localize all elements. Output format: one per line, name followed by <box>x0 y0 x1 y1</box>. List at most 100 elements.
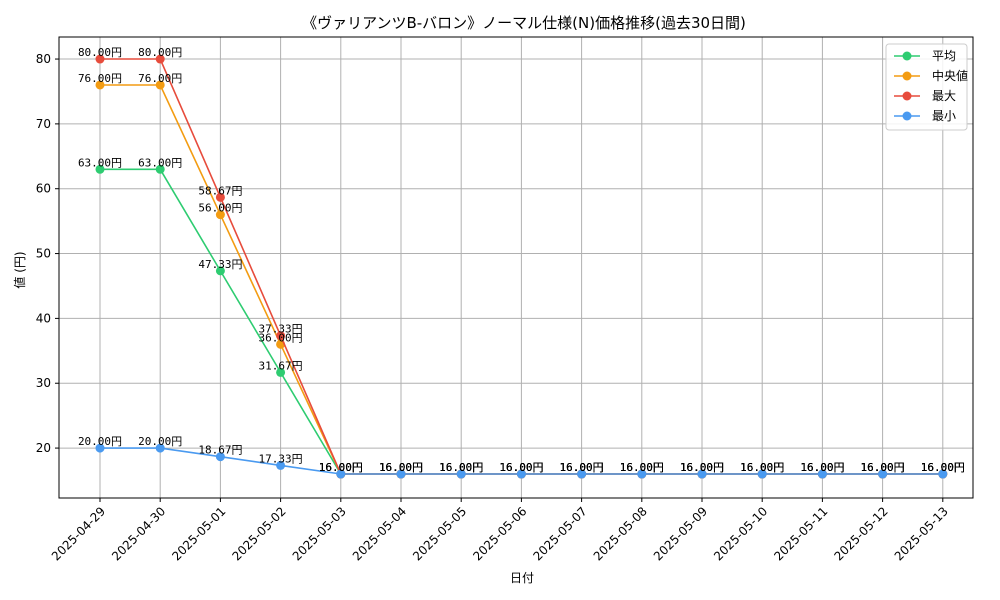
data-label: 16.00円 <box>379 461 423 474</box>
data-point <box>938 469 948 479</box>
data-label: 16.00円 <box>861 461 905 474</box>
legend-marker <box>902 51 912 61</box>
data-label: 16.00円 <box>740 461 784 474</box>
legend-marker <box>902 71 912 81</box>
data-point <box>456 469 466 479</box>
data-label: 47.33円 <box>198 258 242 271</box>
y-tick-label: 30 <box>36 376 51 390</box>
data-label: 76.00円 <box>78 72 122 85</box>
data-label: 16.00円 <box>379 461 423 474</box>
data-label: 63.00円 <box>138 156 182 169</box>
x-tick-label: 2025-05-02 <box>230 504 289 563</box>
data-label: 20.00円 <box>138 435 182 448</box>
data-label: 16.00円 <box>319 461 363 474</box>
legend-label: 最小 <box>932 109 956 123</box>
legend-marker <box>902 111 912 121</box>
data-point <box>215 192 225 202</box>
x-axis-title: 日付 <box>510 571 534 585</box>
data-label: 16.00円 <box>439 461 483 474</box>
x-tick-label: 2025-05-12 <box>832 504 891 563</box>
data-label: 16.00円 <box>499 461 543 474</box>
data-point <box>155 80 165 90</box>
data-label: 16.00円 <box>680 461 724 474</box>
data-label: 80.00円 <box>138 46 182 59</box>
x-tick-label: 2025-05-07 <box>531 504 590 563</box>
data-label: 16.00円 <box>800 461 844 474</box>
data-label: 16.00円 <box>499 461 543 474</box>
data-label: 56.00円 <box>198 202 242 215</box>
y-tick-label: 80 <box>36 52 51 66</box>
data-label: 18.67円 <box>198 444 242 457</box>
data-label: 16.00円 <box>319 461 363 474</box>
legend-label: 中央値 <box>932 68 968 83</box>
plot-frame <box>58 36 974 499</box>
x-tick-label: 2025-05-11 <box>771 504 830 563</box>
data-label: 63.00円 <box>78 156 122 169</box>
data-label: 16.00円 <box>560 461 604 474</box>
data-point <box>215 210 225 220</box>
y-tick-label: 40 <box>36 311 51 325</box>
data-label: 16.00円 <box>921 461 965 474</box>
data-point <box>336 469 346 479</box>
data-label: 16.00円 <box>861 461 905 474</box>
data-labels: 63.00円 63.00円 47.33円 31.67円 16.00円 16.00円 16.0… <box>78 46 965 474</box>
data-label: 16.00円 <box>740 461 784 474</box>
data-label: 16.00円 <box>680 461 724 474</box>
data-label: 16.00円 <box>439 461 483 474</box>
data-point <box>577 469 587 479</box>
y-tick-label: 50 <box>36 247 51 261</box>
data-point <box>697 469 707 479</box>
data-label: 16.00円 <box>379 461 423 474</box>
data-point <box>757 469 767 479</box>
x-tick-label: 2025-05-06 <box>470 504 529 563</box>
data-label: 80.00円 <box>78 46 122 59</box>
data-point <box>276 331 286 341</box>
data-point <box>155 443 165 453</box>
x-tick-label: 2025-04-29 <box>49 504 108 563</box>
legend-label: 平均 <box>932 49 956 63</box>
data-label: 16.00円 <box>439 461 483 474</box>
data-point <box>95 80 105 90</box>
data-label: 58.67円 <box>198 184 242 197</box>
y-tick-label: 60 <box>36 182 51 196</box>
data-label: 16.00円 <box>560 461 604 474</box>
y-tick-label: 20 <box>36 441 51 455</box>
grid <box>59 37 973 498</box>
data-label: 16.00円 <box>680 461 724 474</box>
data-label: 16.00円 <box>620 461 664 474</box>
data-label: 16.00円 <box>560 461 604 474</box>
data-label: 16.00円 <box>800 461 844 474</box>
data-label: 16.00円 <box>861 461 905 474</box>
data-label: 16.00円 <box>499 461 543 474</box>
x-tick-label: 2025-05-03 <box>290 504 349 563</box>
data-label: 16.00円 <box>921 461 965 474</box>
data-label: 36.00円 <box>259 331 303 344</box>
data-point <box>95 443 105 453</box>
data-point <box>817 469 827 479</box>
data-label: 16.00円 <box>319 461 363 474</box>
data-point <box>215 266 225 276</box>
data-label: 16.00円 <box>620 461 664 474</box>
y-tick-label: 70 <box>36 117 51 131</box>
data-point <box>637 469 647 479</box>
data-label: 16.00円 <box>439 461 483 474</box>
x-tick-label: 2025-05-13 <box>892 504 951 563</box>
data-point <box>396 469 406 479</box>
data-label: 16.00円 <box>680 461 724 474</box>
data-point <box>516 469 526 479</box>
data-point <box>95 164 105 174</box>
legend-marker <box>902 91 912 101</box>
legend-label: 最大 <box>932 89 956 103</box>
data-label: 16.00円 <box>560 461 604 474</box>
data-label: 16.00円 <box>620 461 664 474</box>
data-label: 76.00円 <box>138 72 182 85</box>
x-tick-label: 2025-05-01 <box>169 504 228 563</box>
data-point <box>276 367 286 377</box>
data-label: 16.00円 <box>740 461 784 474</box>
x-tick-label: 2025-05-04 <box>350 504 409 563</box>
chart-title: 《ヴァリアンツB-バロン》ノーマル仕様(N)価格推移(過去30日間) <box>302 14 746 32</box>
data-point <box>155 54 165 64</box>
series-layer <box>95 54 948 479</box>
